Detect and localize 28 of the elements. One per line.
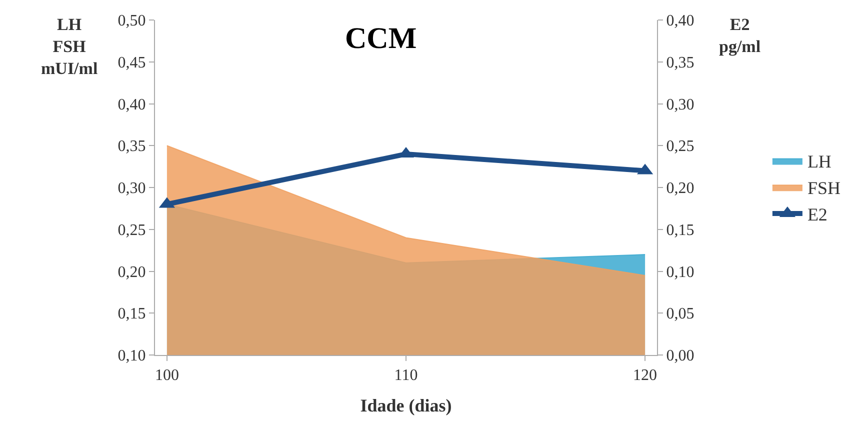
y-tick-label: 0,40 — [118, 96, 146, 114]
y-tick-label: 0,35 — [118, 138, 146, 156]
y2-tick-label: 0,20 — [666, 180, 694, 198]
x-axis-title: Idade (dias) — [360, 395, 452, 416]
chart-title: CCM — [345, 22, 417, 55]
x-tick-label: 110 — [394, 367, 418, 384]
legend-label: FSH — [807, 178, 840, 198]
y-tick-label: 0,25 — [118, 222, 146, 239]
y2-axis-title: E2 pg/ml — [719, 15, 761, 56]
y2-tick-label: 0,40 — [666, 12, 694, 30]
y2-tick-label: 0,30 — [666, 96, 694, 114]
legend-label: E2 — [807, 204, 828, 225]
y-tick-label: 0,10 — [118, 348, 146, 365]
y-tick-label: 0,45 — [118, 54, 146, 72]
y2-tick-label: 0,25 — [666, 138, 694, 156]
y2-tick-label: 0,00 — [666, 348, 694, 365]
y-axis-title: LH FSH mUI/ml — [41, 15, 98, 78]
y2-tick-label: 0,15 — [666, 222, 694, 239]
y2-tick-label: 0,10 — [666, 264, 694, 281]
y-tick-label: 0,50 — [118, 12, 146, 30]
legend-label: LH — [807, 152, 832, 172]
x-tick-label: 100 — [154, 367, 179, 384]
y-tick-label: 0,20 — [118, 264, 146, 281]
y2-tick-label: 0,05 — [666, 306, 694, 323]
y-tick-label: 0,15 — [118, 306, 146, 323]
y-tick-label: 0,30 — [118, 180, 146, 198]
y2-tick-label: 0,35 — [666, 54, 694, 72]
x-tick-label: 120 — [633, 367, 658, 384]
